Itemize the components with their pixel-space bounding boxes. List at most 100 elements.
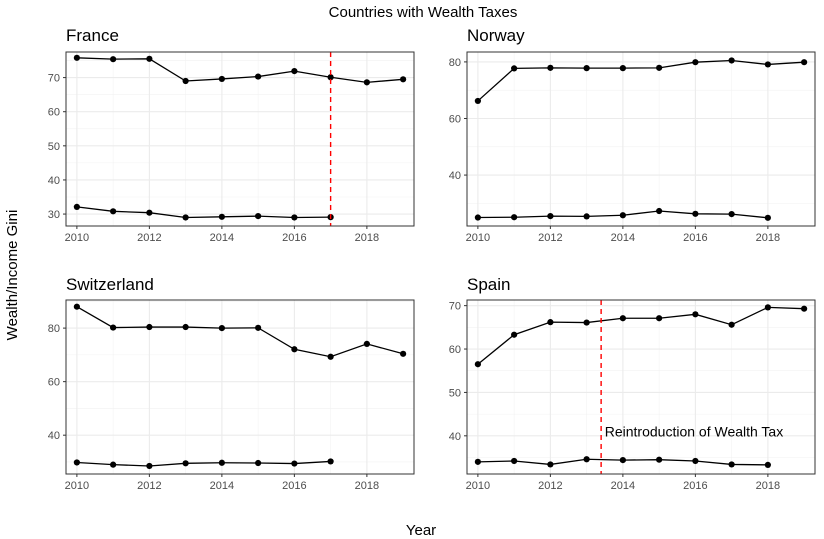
x-axis-title: Year (406, 522, 436, 539)
x-tick-label: 2014 (210, 480, 234, 492)
data-point (327, 458, 334, 465)
data-point (547, 212, 554, 220)
x-tick-label: 2018 (756, 232, 780, 244)
data-point (801, 305, 808, 312)
series-line (477, 306, 805, 365)
data-point (619, 65, 626, 72)
data-point (511, 331, 518, 338)
data-point (291, 68, 298, 75)
facet-spain: Reintroduction of Wealth Tax 2010 2012 2014… (449, 275, 816, 492)
data-point (218, 213, 225, 220)
y-tick-label: 60 (449, 344, 461, 356)
data-point (583, 65, 590, 72)
data-point (474, 361, 481, 368)
y-tick-label: 40 (449, 431, 461, 443)
data-point (73, 303, 80, 310)
data-point (291, 346, 298, 353)
y-tick-label: 50 (48, 141, 60, 153)
x-tick-label: 2010 (65, 232, 89, 244)
data-point (801, 59, 808, 66)
facet-switzerland: 2010 2012 2014 2016 2018 40 60 80 Switzerland (48, 275, 415, 492)
data-point (764, 461, 771, 468)
x-tick-label: 2018 (355, 232, 379, 244)
y-tick-label: 50 (449, 387, 461, 399)
x-tick-label: 2016 (282, 480, 306, 492)
panel-border (466, 299, 816, 475)
data-point (218, 75, 225, 83)
data-point (656, 207, 663, 215)
annotation-label: Reintroduction of Wealth Tax (605, 424, 783, 440)
data-point (656, 456, 663, 463)
panel-border (65, 299, 415, 475)
data-point (583, 213, 590, 220)
x-tick-label: 2018 (355, 480, 379, 492)
panel-background (66, 300, 414, 474)
data-point (255, 459, 262, 467)
x-tick-label: 2012 (137, 480, 161, 492)
data-point (511, 457, 518, 465)
data-point (474, 97, 481, 105)
figure-title: Countries with Wealth Taxes (329, 4, 518, 21)
y-tick-label: 70 (449, 301, 461, 313)
data-point (327, 353, 334, 360)
x-tick-label: 2012 (538, 232, 562, 244)
data-point (656, 315, 663, 322)
y-tick-label: 40 (449, 170, 461, 182)
data-point (728, 57, 735, 64)
series-line (76, 57, 404, 84)
data-point (327, 74, 334, 81)
data-point (146, 323, 153, 331)
x-tick-label: 2010 (466, 480, 490, 492)
x-tick-label: 2014 (210, 232, 234, 244)
data-point (400, 350, 407, 357)
data-point (110, 208, 117, 215)
x-tick-label: 2014 (611, 480, 635, 492)
data-point (110, 56, 117, 63)
y-tick-label: 40 (48, 430, 60, 442)
y-tick-label: 70 (48, 73, 60, 85)
facet-panels: 2010 2012 2014 2016 20183040506070France2010… (48, 26, 816, 492)
x-tick-label: 2014 (611, 232, 635, 244)
data-point (619, 315, 626, 322)
facet-title: France (66, 26, 119, 45)
data-point (474, 214, 481, 221)
data-point (583, 456, 590, 463)
data-point (547, 461, 554, 468)
data-point (363, 79, 370, 86)
data-point (182, 77, 189, 85)
x-tick-label: 2016 (282, 232, 306, 244)
data-point (656, 64, 663, 71)
data-point (511, 214, 518, 221)
facet-norway: 2010 2012 2014 2016 2018 40 60 80 Norway (449, 26, 816, 244)
data-point (291, 460, 298, 467)
data-point (255, 73, 262, 80)
data-point (728, 461, 735, 468)
x-tick-label: 2016 (683, 232, 707, 244)
data-point (182, 323, 189, 331)
x-tick-label: 2010 (65, 480, 89, 492)
data-point (110, 324, 117, 331)
data-point (474, 458, 481, 465)
data-point (547, 319, 554, 326)
x-tick-label: 2016 (683, 480, 707, 492)
data-point (73, 459, 80, 466)
x-tick-label: 2010 (466, 232, 490, 244)
data-point (363, 340, 370, 348)
y-axis-title: Wealth/Income Gini (4, 210, 21, 341)
data-point (583, 319, 590, 326)
data-point (692, 311, 699, 318)
data-point (692, 210, 699, 217)
data-point (255, 324, 262, 331)
facet-title: Norway (467, 26, 525, 45)
y-tick-label: 60 (449, 113, 461, 125)
y-tick-label: 40 (48, 175, 60, 187)
data-point (255, 213, 262, 220)
panel-background (467, 300, 815, 474)
series-line (76, 460, 331, 467)
y-tick-label: 60 (48, 107, 60, 119)
data-point (728, 321, 735, 328)
y-tick-label: 80 (449, 57, 461, 69)
x-tick-label: 2012 (538, 480, 562, 492)
data-point (764, 61, 771, 68)
